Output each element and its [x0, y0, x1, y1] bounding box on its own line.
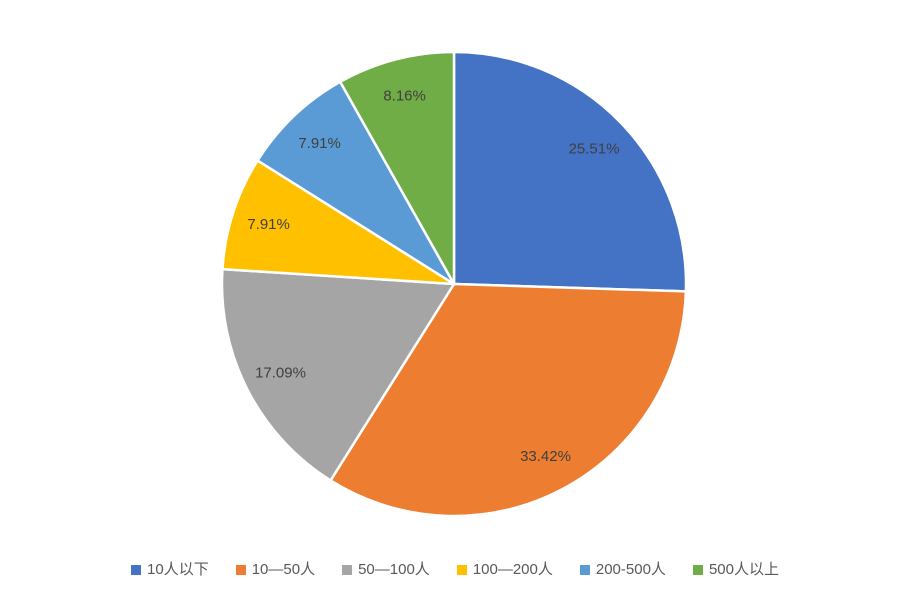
legend-item: 200-500人 [579, 561, 666, 578]
pie-chart: 25.51% 33.42% 17.09% 7.91% 7.91% 8.16% [220, 50, 688, 518]
pie-slice [329, 282, 688, 518]
legend-label: 200-500人 [595, 561, 666, 578]
chart-legend: 10人以下 10—50人 50—100人 100—200人 200-500人 500人以上 [0, 562, 910, 577]
legend-label: 10—50人 [251, 561, 316, 578]
slice-data-label: 25.51% [569, 140, 620, 157]
slice-data-label: 8.16% [383, 88, 426, 105]
pie-slice [256, 80, 456, 286]
legend-label: 500人以上 [708, 561, 779, 578]
legend-item: 500人以上 [692, 561, 779, 578]
legend-label: 10人以下 [147, 561, 209, 578]
pie-slice [452, 50, 688, 293]
slice-data-label: 33.42% [520, 448, 571, 465]
legend-label: 50—100人 [358, 561, 430, 578]
slice-data-label: 7.91% [247, 216, 290, 233]
pie-slice [220, 267, 456, 482]
slice-data-label: 7.91% [298, 135, 341, 152]
legend-marker-icon [235, 564, 246, 575]
legend-marker-icon [342, 564, 353, 575]
legend-marker-icon [456, 564, 467, 575]
legend-marker-icon [131, 564, 142, 575]
legend-marker-icon [692, 564, 703, 575]
legend-item: 50—100人 [342, 562, 430, 577]
slice-data-label: 17.09% [255, 365, 306, 382]
legend-item: 100—200人 [456, 561, 553, 578]
legend-item: 10人以下 [131, 562, 209, 577]
legend-label: 100—200人 [472, 561, 553, 578]
pie-slice [221, 159, 456, 286]
legend-item: 10—50人 [235, 561, 316, 578]
legend-marker-icon [579, 564, 590, 575]
pie-slice [338, 50, 456, 286]
